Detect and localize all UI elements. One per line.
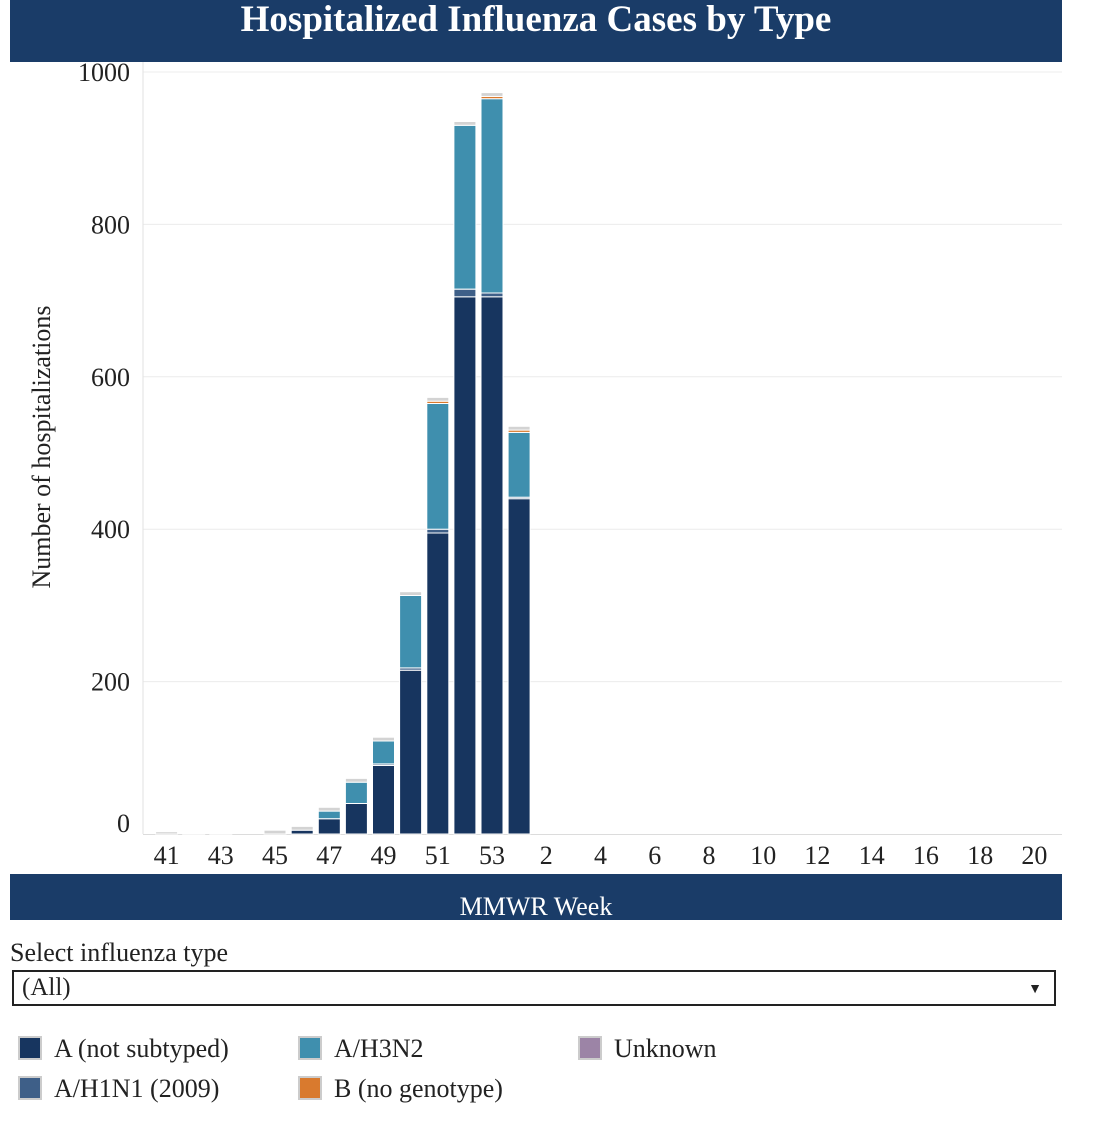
x-tick-label: 20: [1021, 841, 1047, 870]
bars: [155, 92, 531, 835]
bar-segment-week-41-series-5[interactable]: [155, 831, 179, 835]
x-tick-label: 2: [540, 841, 553, 870]
bar-segment-week-46-series-5[interactable]: [290, 825, 314, 831]
bar-segment-week-53-series-0[interactable]: [480, 296, 504, 835]
y-axis-label: Number of hospitalizations: [27, 305, 56, 588]
bar-segment-week-48-series-2[interactable]: [344, 781, 368, 805]
select-value: (All): [22, 974, 71, 1001]
x-axis-label: MMWR Week: [10, 874, 1062, 920]
chart-title: Hospitalized Influenza Cases by Type: [10, 0, 1062, 62]
y-tick-label: 0: [117, 809, 130, 838]
y-axis-ticks: 0 200 400 600 800 1000: [78, 62, 130, 838]
y-tick-label: 800: [91, 210, 130, 239]
y-tick-label: 1000: [78, 62, 130, 87]
y-tick-label: 600: [91, 363, 130, 392]
bar-segment-week-53-series-2[interactable]: [480, 98, 504, 294]
x-tick-label: 49: [371, 841, 397, 870]
dropdown-arrow-icon[interactable]: ▼: [1028, 982, 1042, 997]
bar-segment-week-47-series-2[interactable]: [317, 810, 341, 820]
bar-segment-week-51-series-1[interactable]: [426, 528, 450, 534]
legend-label: A/H1N1 (2009): [54, 1074, 220, 1103]
legend-swatch: [578, 1036, 602, 1060]
grid-lines: [142, 62, 1062, 835]
bar-segment-week-50-series-0[interactable]: [399, 669, 423, 835]
bar-segment-week-46-series-0[interactable]: [290, 829, 314, 835]
influenza-type-select[interactable]: (All) ▼: [12, 970, 1056, 1006]
bar-segment-week-49-series-5[interactable]: [372, 736, 395, 742]
legend-swatch: [298, 1076, 322, 1100]
legend-swatch: [18, 1076, 42, 1100]
y-tick-label: 200: [91, 668, 130, 697]
legend-swatch: [298, 1036, 322, 1060]
bar-segment-week-47-series-5[interactable]: [317, 806, 341, 812]
bar-segment-week-43-series-5[interactable]: [209, 832, 233, 835]
bar-segment-week-48-series-0[interactable]: [344, 803, 368, 835]
bar-segment-week-50-series-5[interactable]: [399, 591, 423, 597]
legend-label: B (no genotype): [334, 1074, 503, 1103]
y-tick-label: 400: [91, 515, 130, 544]
x-tick-label: 41: [154, 841, 180, 870]
bar-segment-week-53-series-5[interactable]: [480, 92, 504, 97]
bar-segment-week-1-series-0[interactable]: [507, 498, 531, 835]
bar-segment-week-1-series-2[interactable]: [507, 431, 531, 498]
x-tick-label: 16: [913, 841, 939, 870]
x-tick-label: 47: [316, 841, 342, 870]
bar-segment-week-51-series-2[interactable]: [426, 403, 450, 530]
bar-segment-week-52-series-1[interactable]: [453, 288, 477, 298]
bar-segment-week-53-series-1[interactable]: [480, 292, 504, 298]
x-tick-label: 12: [804, 841, 830, 870]
bar-segment-week-49-series-0[interactable]: [372, 764, 395, 835]
x-tick-label: 45: [262, 841, 288, 870]
x-tick-label: 8: [703, 841, 716, 870]
x-tick-label: 14: [859, 841, 885, 870]
x-tick-label: 51: [425, 841, 451, 870]
legend-label: Unknown: [614, 1034, 717, 1063]
bar-segment-week-52-series-5[interactable]: [453, 121, 477, 126]
bar-segment-week-52-series-2[interactable]: [453, 124, 477, 290]
legend-label: A (not subtyped): [54, 1034, 229, 1063]
bar-segment-week-49-series-2[interactable]: [372, 740, 395, 765]
filter-label: Select influenza type: [10, 938, 229, 967]
x-axis-ticks: 41 43 45 47 49 51 53 2 4 6 8 10 12 14 16 18 20: [154, 841, 1048, 870]
bar-segment-week-48-series-5[interactable]: [344, 777, 368, 783]
bar-segment-week-1-series-5[interactable]: [507, 425, 531, 431]
x-tick-label: 10: [750, 841, 776, 870]
x-tick-label: 4: [594, 841, 607, 870]
x-tick-label: 43: [208, 841, 234, 870]
x-tick-label: 6: [648, 841, 661, 870]
x-tick-label: 53: [479, 841, 505, 870]
bar-segment-week-52-series-0[interactable]: [453, 296, 477, 835]
bar-segment-week-50-series-2[interactable]: [399, 595, 423, 669]
bar-segment-week-51-series-5[interactable]: [426, 396, 450, 402]
legend-swatch: [18, 1036, 42, 1060]
bar-segment-week-47-series-0[interactable]: [317, 818, 341, 835]
bar-segment-week-42-series-5[interactable]: [182, 832, 206, 835]
hospitalizations-chart: 0 200 400 600 800 1000 41 43 45 47 49 51 53 2 4 6 8 10 12…: [27, 62, 1062, 870]
bar-segment-week-51-series-0[interactable]: [426, 532, 450, 835]
legend-label: A/H3N2: [334, 1034, 424, 1063]
bar-segment-week-45-series-5[interactable]: [263, 829, 287, 835]
x-tick-label: 18: [967, 841, 993, 870]
